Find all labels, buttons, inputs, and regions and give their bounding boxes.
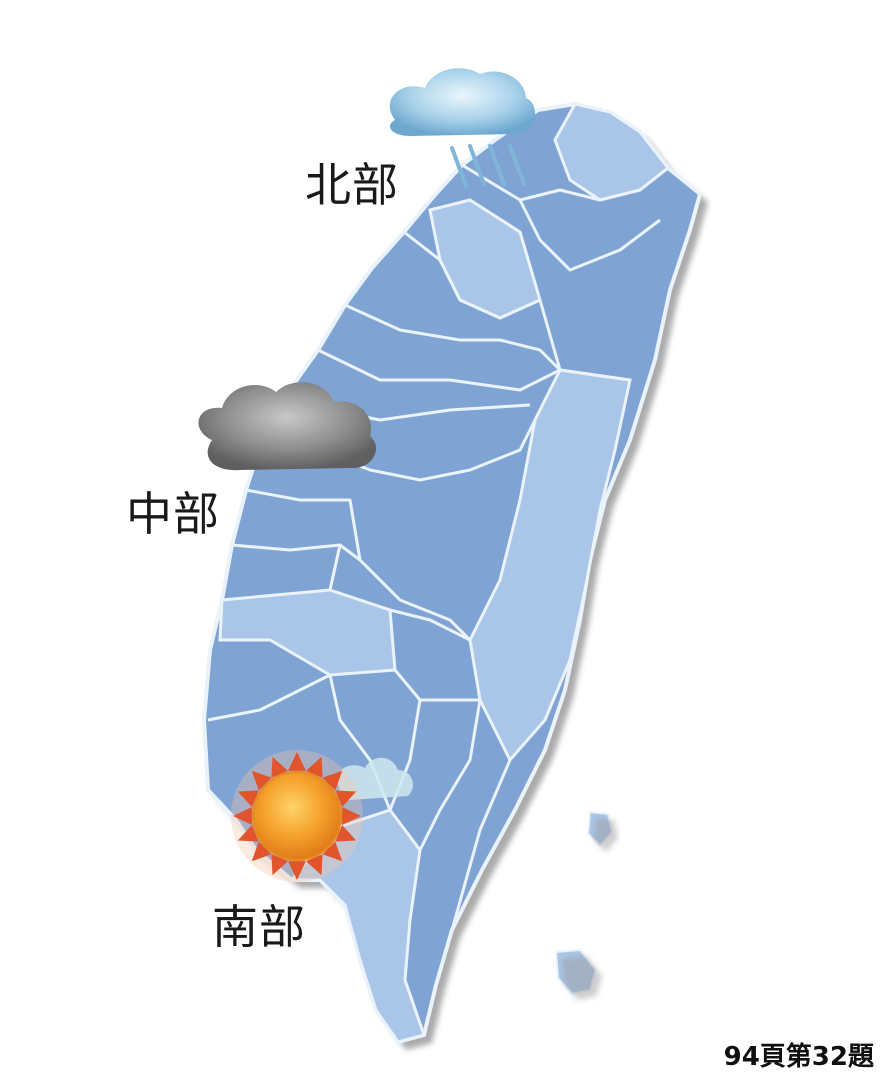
region-label-north: 北部 — [305, 158, 399, 212]
sun-ray — [233, 807, 252, 825]
small-cloud-icon — [335, 757, 413, 800]
county-east — [468, 368, 632, 763]
sun-ray — [288, 861, 306, 880]
sun-ray — [335, 824, 357, 842]
sun-icon — [231, 750, 363, 882]
sun-ray — [237, 790, 259, 808]
county-west-central — [218, 588, 397, 677]
region-label-central: 中部 — [126, 487, 220, 541]
sun-ray — [237, 824, 259, 842]
dark-cloud-icon — [198, 382, 377, 471]
sun-ray — [271, 854, 289, 876]
sun-ray — [322, 841, 343, 862]
sun-ray — [288, 752, 306, 771]
sun-ray — [305, 854, 323, 876]
sun-ray — [335, 790, 357, 808]
sun-ray — [342, 807, 361, 825]
sun-ray — [305, 756, 323, 778]
rain-cloud-icon — [389, 68, 536, 188]
county-borders — [207, 163, 669, 931]
sun-ray — [251, 770, 272, 791]
sun-ray — [322, 770, 343, 791]
sun-ray — [271, 756, 289, 778]
region-label-south: 南部 — [212, 900, 306, 954]
page-reference-caption: 94頁第32題 — [723, 1042, 874, 1072]
sun-ray — [251, 841, 272, 862]
